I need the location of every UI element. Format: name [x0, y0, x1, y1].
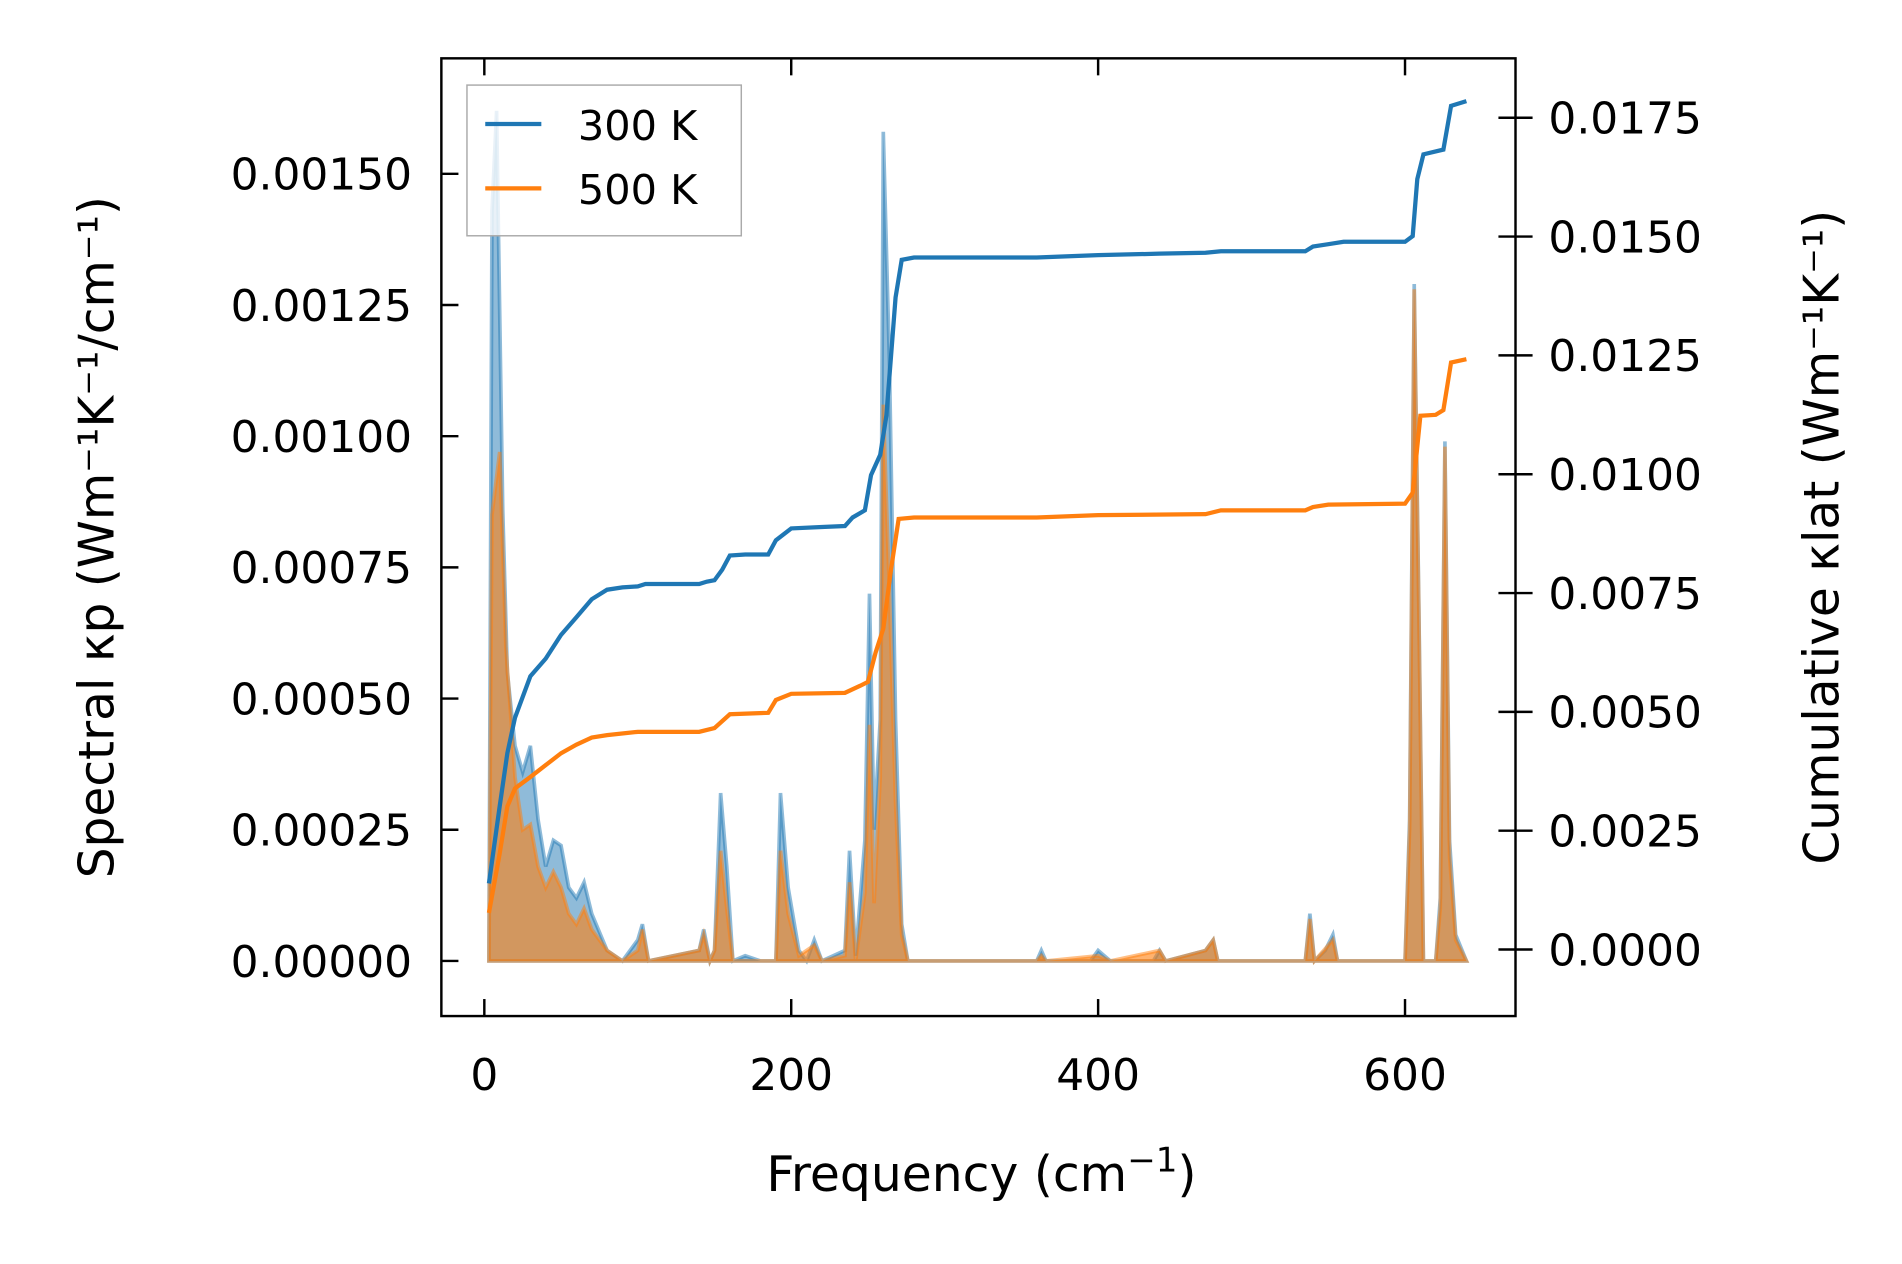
cumulative-line-500k [486, 357, 1467, 914]
y-left-tick-label: 0.00075 [231, 543, 412, 594]
y-left-tick-label: 0.00025 [231, 806, 412, 857]
y-left-tick-label: 0.00150 [231, 150, 412, 201]
y-right-tick-label: 0.0150 [1548, 212, 1702, 263]
plot-frame [440, 57, 1517, 1018]
y-left-tick-label: 0.00050 [231, 674, 412, 725]
y-axis-label-right: Cumulative κlat (Wm⁻¹K⁻¹) [1795, 210, 1851, 865]
y-left-tick-label: 0.00100 [231, 412, 412, 463]
x-tick-label: 200 [749, 1050, 833, 1101]
y-right-tick-label: 0.0125 [1548, 331, 1702, 382]
x-tick-label: 0 [470, 1050, 498, 1101]
legend-label-500k: 500 K [578, 166, 698, 214]
y-left-tick-label: 0.00000 [231, 937, 412, 988]
y-right-tick-label: 0.0050 [1548, 688, 1702, 739]
legend: 300 K 500 K [466, 84, 743, 237]
legend-box [466, 84, 743, 237]
y-right-tick-label: 0.0075 [1548, 569, 1702, 620]
y-right-tick-label: 0.0100 [1548, 450, 1702, 501]
cumulative-lines [486, 99, 1468, 914]
y-left-tick-label: 0.00125 [231, 281, 412, 332]
x-tick-label: 600 [1363, 1050, 1447, 1101]
legend-label-300k: 300 K [578, 102, 698, 150]
y-right-tick-label: 0.0175 [1548, 94, 1702, 145]
y-axis-label-left: Spectral κp (Wm⁻¹K⁻¹/cm⁻¹) [69, 196, 125, 878]
axis-ticks: 0 200 400 600 0.00000 0.00025 0.00050 0.00075 0.… [231, 58, 1702, 1101]
x-axis-label: Frequency (cm−1) [766, 1141, 1196, 1203]
y-right-tick-label: 0.0025 [1548, 807, 1702, 858]
x-tick-label: 400 [1056, 1050, 1140, 1101]
y-right-tick-label: 0.0000 [1548, 925, 1702, 976]
spectral-area-300k [487, 110, 1470, 968]
spectral-fills [487, 110, 1470, 968]
cumulative-line-300k [486, 99, 1468, 884]
spectral-area-500k [487, 289, 1470, 967]
